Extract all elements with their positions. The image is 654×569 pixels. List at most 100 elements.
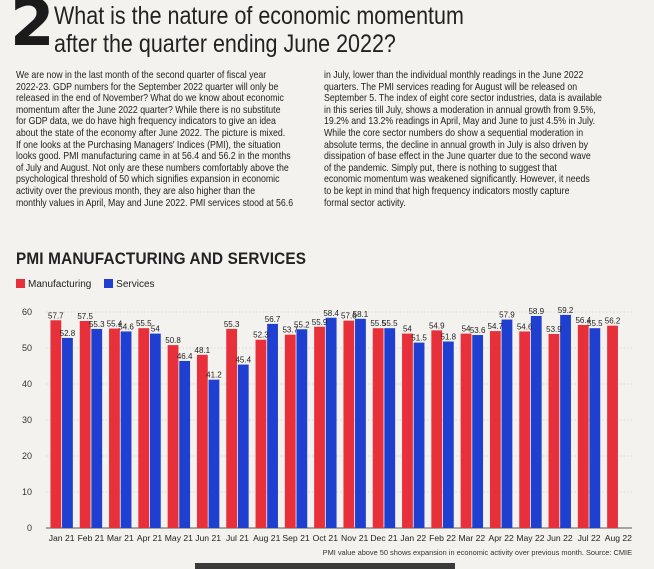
- bar-services-may-21: [179, 360, 191, 528]
- x-tick-label: Dec 21: [370, 533, 397, 543]
- data-label: 54.6: [517, 322, 533, 331]
- x-tick-label: Oct 21: [313, 533, 339, 543]
- data-label: 41.2: [206, 371, 222, 380]
- data-label: 55.5: [370, 319, 386, 328]
- bar-services-mar-22: [472, 335, 484, 528]
- chart-footnote: PMI value above 50 shows expansion in ec…: [323, 548, 632, 557]
- bar-services-jun-21: [208, 379, 220, 528]
- bar-services-aug-21: [267, 323, 278, 528]
- legend-swatch-services: [104, 279, 114, 288]
- data-label: 45.4: [235, 356, 251, 365]
- bar-manufacturing-feb-21: [79, 321, 91, 528]
- bar-manufacturing-jan-22: [402, 333, 413, 528]
- bar-manufacturing-jun-22: [548, 333, 560, 528]
- bar-manufacturing-dec-21: [372, 328, 384, 528]
- bar-services-oct-21: [325, 317, 337, 528]
- bar-manufacturing-nov-21: [343, 320, 355, 528]
- bar-services-jul-21: [237, 364, 249, 528]
- bottom-bar: [195, 563, 455, 569]
- data-label: 55.9: [312, 318, 328, 327]
- data-label: 58.1: [353, 310, 369, 319]
- data-label: 52.3: [253, 331, 269, 340]
- data-label: 54: [462, 325, 471, 334]
- data-label: 56.4: [575, 316, 591, 325]
- article-headline: What is the nature of economic momentum …: [54, 2, 464, 58]
- bar-services-jan-22: [413, 342, 425, 528]
- data-label: 51.8: [441, 333, 457, 342]
- y-tick-label: 30: [22, 415, 32, 425]
- y-tick-label: 0: [27, 523, 32, 533]
- article-line: looks good. PMI manufacturing came in at…: [16, 151, 291, 163]
- data-label: 55.5: [587, 319, 603, 328]
- article-column-1: We are now in the last month of the seco…: [16, 70, 312, 209]
- x-tick-label: Jun 21: [195, 533, 221, 543]
- bar-services-jun-22: [560, 314, 571, 528]
- article-line: absolute terms, the decline in annual gr…: [324, 139, 588, 151]
- legend-item-manufacturing: Manufacturing: [16, 279, 91, 290]
- x-tick-label: Mar 22: [458, 533, 485, 543]
- bar-manufacturing-oct-21: [314, 326, 325, 528]
- x-tick-label: May 21: [165, 533, 193, 543]
- bar-manufacturing-jan-21: [50, 320, 62, 528]
- article-line: in this series till July, shows a modera…: [324, 104, 596, 116]
- data-label: 54: [151, 325, 160, 334]
- x-tick-label: Apr 21: [137, 533, 163, 543]
- y-tick-label: 20: [22, 451, 32, 461]
- x-tick-label: Sep 21: [282, 533, 309, 543]
- bar-manufacturing-aug-21: [255, 339, 267, 528]
- article-line: for GDP data, we do have high frequency …: [16, 116, 276, 128]
- bar-manufacturing-may-21: [167, 345, 179, 528]
- bar-services-sep-21: [296, 329, 308, 528]
- bar-services-mar-21: [120, 331, 132, 528]
- article-line: of the pandemic. Simply put, there is no…: [324, 162, 557, 174]
- bar-manufacturing-may-22: [519, 331, 531, 528]
- bar-manufacturing-mar-21: [109, 328, 120, 528]
- data-label: 54.9: [429, 321, 445, 330]
- data-label: 50.8: [165, 336, 181, 345]
- article-line: about the state of the economy after Jun…: [16, 127, 286, 139]
- data-label: 54.6: [118, 322, 134, 331]
- headline-line-2: after the quarter ending June 2022?: [54, 30, 396, 58]
- x-tick-label: Jan 22: [400, 533, 426, 543]
- data-label: 56.7: [265, 315, 281, 324]
- data-label: 55.5: [382, 319, 398, 328]
- data-label: 54.7: [488, 322, 504, 331]
- data-label: 51.5: [411, 334, 427, 343]
- data-label: 57.5: [77, 312, 93, 321]
- bar-services-may-22: [530, 315, 542, 528]
- article-line: psychological threshold of 50 which sign…: [16, 174, 280, 186]
- bar-manufacturing-jul-22: [577, 324, 589, 528]
- x-tick-label: Aug 22: [605, 533, 632, 543]
- data-label: 57.7: [48, 311, 64, 320]
- article-line: While the core sector numbers do show a …: [324, 127, 584, 139]
- data-label: 48.1: [195, 346, 211, 355]
- data-label: 58.9: [528, 307, 544, 316]
- legend-label-services: Services: [116, 279, 155, 290]
- data-label: 55.3: [89, 320, 105, 329]
- data-label: 56.2: [605, 317, 621, 326]
- data-label: 53.7: [282, 326, 298, 335]
- data-label: 55.4: [107, 320, 123, 329]
- bar-services-apr-21: [149, 333, 161, 528]
- article-line: quarters. The PMI services reading for A…: [324, 81, 578, 93]
- bar-manufacturing-sep-21: [284, 334, 296, 528]
- data-label: 57.9: [499, 311, 515, 320]
- article-line: to be kept in mind that high frequency i…: [324, 185, 570, 197]
- bar-manufacturing-feb-22: [431, 330, 443, 528]
- article-line: September 5. The index of eight core sec…: [324, 93, 602, 105]
- article-line: 19.2% and 13.2% readings in April, May a…: [324, 116, 596, 128]
- y-tick-label: 10: [22, 487, 32, 497]
- data-label: 52.8: [60, 329, 76, 338]
- article-line: momentum after the June 2022 quarter? Wh…: [16, 104, 281, 116]
- chart-title: PMI MANUFACTURING AND SERVICES: [16, 249, 307, 268]
- headline-line-1: What is the nature of economic momentum: [54, 2, 464, 30]
- bar-services-feb-22: [442, 341, 454, 528]
- bar-services-dec-21: [384, 328, 396, 528]
- x-tick-label: May 22: [516, 533, 544, 543]
- y-tick-label: 40: [22, 379, 32, 389]
- article-line: If one looks at the Purchasing Managers'…: [16, 139, 281, 151]
- bar-manufacturing-apr-21: [138, 328, 150, 528]
- x-tick-label: Jan 21: [49, 533, 75, 543]
- article-line: formal sector activity.: [324, 197, 406, 209]
